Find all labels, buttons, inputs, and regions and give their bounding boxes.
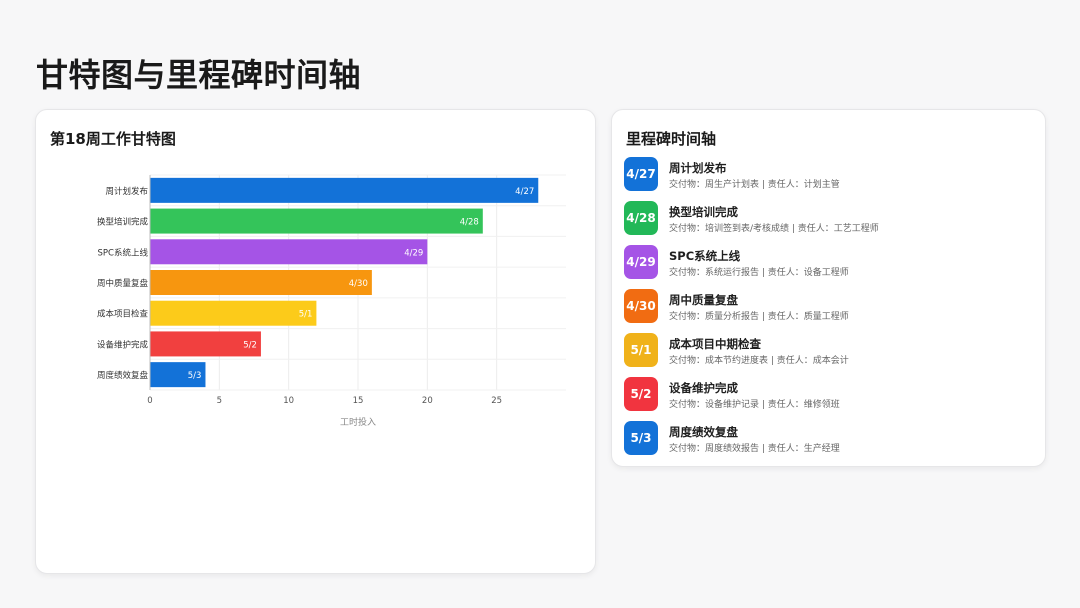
timeline-card: 里程碑时间轴 4/27 周计划发布 交付物：周生产计划表 | 责任人：计划主管 … <box>611 109 1046 467</box>
y-tick-label: 换型培训完成 <box>97 217 149 228</box>
y-tick-label: SPC系统上线 <box>98 247 149 258</box>
bar-data-label: 4/28 <box>460 218 479 228</box>
y-tick-label: 设备维护完成 <box>97 339 149 350</box>
gantt-bar <box>150 177 539 203</box>
gantt-chart: 4/27 周计划发布 4/28 换型培训完成 4/29 SPC系统上线 4/30 周中质量复盘… <box>97 174 566 428</box>
milestone-date-badge: 5/3 <box>624 421 658 455</box>
milestone-title: 成本项目中期检查 <box>669 337 761 351</box>
x-tick-label: 10 <box>283 396 294 406</box>
milestone-detail: 交付物：质量分析报告 | 责任人：质量工程师 <box>669 312 849 322</box>
milestone-item: 5/1 成本项目中期检查 交付物：成本节约进度表 | 责任人：成本会计 <box>624 333 1034 377</box>
y-tick-label: 周计划发布 <box>105 186 148 197</box>
gantt-card: 第18周工作甘特图 4/27 周计划发布 4/28 换型培训完成 4/29 SPC系统上线… <box>35 109 596 574</box>
milestone-title: SPC系统上线 <box>669 249 741 263</box>
x-tick-label: 5 <box>217 396 222 406</box>
gantt-bar <box>150 300 317 326</box>
milestone-list: 4/27 周计划发布 交付物：周生产计划表 | 责任人：计划主管 4/28 换型… <box>624 157 1034 465</box>
milestone-item: 4/27 周计划发布 交付物：周生产计划表 | 责任人：计划主管 <box>624 157 1034 201</box>
gantt-title: 第18周工作甘特图 <box>50 130 176 148</box>
gantt-bar <box>150 331 261 357</box>
milestone-detail: 交付物：周生产计划表 | 责任人：计划主管 <box>669 180 840 190</box>
bar-data-label: 5/2 <box>243 340 257 350</box>
timeline-title: 里程碑时间轴 <box>626 130 717 148</box>
milestone-detail: 交付物：培训签到表/考核成绩 | 责任人：工艺工程师 <box>669 224 879 234</box>
milestone-title: 周中质量复盘 <box>669 293 738 307</box>
milestone-title: 设备维护完成 <box>669 381 738 395</box>
milestone-item: 4/28 换型培训完成 交付物：培训签到表/考核成绩 | 责任人：工艺工程师 <box>624 201 1034 245</box>
milestone-date-badge: 4/29 <box>624 245 658 279</box>
milestone-title: 周计划发布 <box>669 161 727 175</box>
y-tick-label: 成本项目检查 <box>97 309 149 320</box>
milestone-detail: 交付物：系统运行报告 | 责任人：设备工程师 <box>669 268 849 278</box>
milestone-date-badge: 5/1 <box>624 333 658 367</box>
milestone-item: 4/30 周中质量复盘 交付物：质量分析报告 | 责任人：质量工程师 <box>624 289 1034 333</box>
milestone-title: 换型培训完成 <box>669 205 738 219</box>
x-tick-label: 0 <box>147 396 152 406</box>
gantt-bar <box>150 239 428 265</box>
bar-data-label: 4/30 <box>349 279 368 289</box>
milestone-date-badge: 5/2 <box>624 377 658 411</box>
bar-data-label: 4/29 <box>404 248 423 258</box>
milestone-item: 4/29 SPC系统上线 交付物：系统运行报告 | 责任人：设备工程师 <box>624 245 1034 289</box>
x-tick-label: 25 <box>491 396 502 406</box>
bar-data-label: 5/1 <box>299 310 313 320</box>
bar-data-label: 4/27 <box>515 187 534 197</box>
milestone-detail: 交付物：周度绩效报告 | 责任人：生产经理 <box>669 444 840 454</box>
bar-data-label: 5/3 <box>188 371 202 381</box>
milestone-date-badge: 4/27 <box>624 157 658 191</box>
milestone-detail: 交付物：成本节约进度表 | 责任人：成本会计 <box>669 356 849 366</box>
milestone-item: 5/2 设备维护完成 交付物：设备维护记录 | 责任人：维修领班 <box>624 377 1034 421</box>
x-tick-label: 20 <box>422 396 433 406</box>
milestone-detail: 交付物：设备维护记录 | 责任人：维修领班 <box>669 400 840 410</box>
milestone-date-badge: 4/28 <box>624 201 658 235</box>
milestone-title: 周度绩效复盘 <box>669 425 738 439</box>
y-tick-label: 周度绩效复盘 <box>97 370 149 381</box>
gantt-bar <box>150 270 372 295</box>
y-tick-label: 周中质量复盘 <box>97 278 149 289</box>
milestone-date-badge: 4/30 <box>624 289 658 323</box>
gantt-bar <box>150 208 483 234</box>
x-axis-title: 工时投入 <box>340 416 376 428</box>
page-title: 甘特图与里程碑时间轴 <box>36 56 362 94</box>
gantt-bar <box>150 362 206 388</box>
x-tick-label: 15 <box>353 396 364 406</box>
milestone-item: 5/3 周度绩效复盘 交付物：周度绩效报告 | 责任人：生产经理 <box>624 421 1034 465</box>
